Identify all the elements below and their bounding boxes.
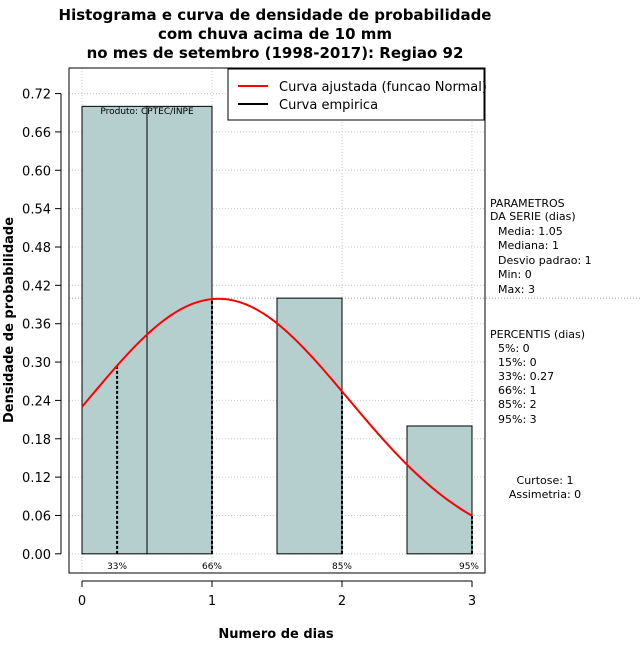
parametros-title-2: DA SERIE (dias) (490, 210, 576, 223)
percentile-label-2: 85% (332, 562, 352, 572)
y-tick-label-9: 0.54 (22, 203, 51, 218)
y-tick-label-7: 0.42 (22, 279, 51, 294)
parametro-mediana: Mediana: 1 (498, 239, 559, 252)
percentil-66: 66%: 1 (498, 384, 537, 397)
chart-title-line-3: no mes de setembro (1998-2017): Regiao 9… (87, 44, 464, 62)
percentile-layer: 33% 66% 85% 95% (107, 299, 479, 572)
fitted-normal-curve (81, 297, 473, 517)
parametros-panel: PARAMETROS DA SERIE (dias) Media: 1.05 M… (490, 197, 592, 296)
y-tick-label-3: 0.18 (22, 433, 51, 448)
stat-assimetria: Assimetria: 0 (509, 488, 581, 501)
percentile-label-0: 33% (107, 562, 127, 572)
x-tick-label-2: 2 (338, 594, 346, 609)
legend-box (227, 68, 485, 121)
chart-title-line-2: com chuva acima de 10 mm (158, 25, 392, 43)
x-axis: 0 1 2 3 (78, 580, 476, 609)
legend-label-empirical: Curva empirica (279, 98, 378, 113)
legend-label-fitted: Curva ajustada (funcao Normal) (279, 80, 487, 95)
curve-layer (81, 297, 473, 517)
percentile-label-1: 66% (202, 562, 222, 572)
stats-panel: Curtose: 1 Assimetria: 0 (509, 474, 581, 501)
parametros-title-1: PARAMETROS (490, 197, 565, 210)
bars-layer (81, 105, 473, 555)
percentile-label-3: 95% (459, 562, 479, 572)
y-tick-label-8: 0.48 (22, 241, 51, 256)
legend: Curva ajustada (funcao Normal) Curva emp… (227, 68, 487, 121)
percentis-title: PERCENTIS (dias) (490, 328, 585, 341)
y-tick-label-0: 0.00 (22, 548, 51, 563)
percentil-95: 95%: 3 (498, 413, 537, 426)
percentil-5: 5%: 0 (498, 342, 530, 355)
percentis-panel: PERCENTIS (dias) 5%: 0 15%: 0 33%: 0.27 … (490, 328, 585, 426)
y-axis-label: Densidade de probabilidade (2, 217, 17, 423)
percentil-85: 85%: 2 (498, 398, 537, 411)
y-tick-label-2: 0.12 (22, 471, 51, 486)
plot-frame (68, 67, 486, 574)
chart-title-line-1: Histograma e curva de densidade de proba… (59, 6, 492, 24)
y-tick-label-11: 0.66 (22, 126, 51, 141)
histogram-bar-1 (146, 105, 213, 555)
x-axis-label: Numero de dias (218, 627, 334, 642)
parametro-media: Media: 1.05 (498, 225, 563, 238)
histogram-bar-3 (406, 425, 473, 555)
y-tick-label-1: 0.06 (22, 509, 51, 524)
histogram-bar-2 (276, 297, 343, 555)
product-credit: Produto: CPTEC/INPE (100, 107, 194, 117)
histogram-bar-0 (81, 105, 148, 555)
stat-curtose: Curtose: 1 (517, 474, 574, 487)
x-tick-label-0: 0 (78, 594, 86, 609)
y-tick-label-6: 0.36 (22, 318, 51, 333)
percentil-33: 33%: 0.27 (498, 370, 554, 383)
percentil-15: 15%: 0 (498, 356, 537, 369)
x-tick-label-1: 1 (208, 594, 216, 609)
x-tick-label-3: 3 (468, 594, 476, 609)
y-tick-label-5: 0.30 (22, 356, 51, 371)
y-axis: 0.00 0.06 0.12 0.18 0.24 0.30 0.36 0.42 0.48 0.54… (22, 88, 62, 563)
parametro-min: Min: 0 (498, 268, 532, 281)
y-tick-label-12: 0.72 (22, 88, 51, 103)
parametro-max: Max: 3 (498, 283, 535, 296)
parametro-desvio: Desvio padrao: 1 (498, 254, 592, 267)
y-tick-label-4: 0.24 (22, 394, 51, 409)
y-tick-label-10: 0.60 (22, 164, 51, 179)
